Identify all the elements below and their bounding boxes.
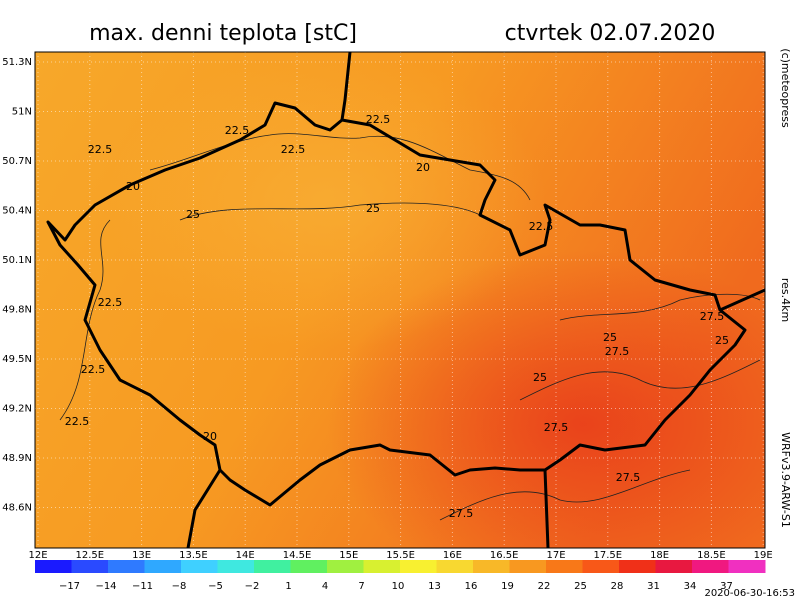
colorbar-label: 16 [465,581,478,592]
lat-label: 48.6N [2,503,32,514]
lon-label: 12E [28,550,47,561]
colorbar-swatch [217,560,255,573]
contour-label: 25 [533,371,547,384]
colorbar-label: 10 [392,581,405,592]
lon-label: 16E [443,550,462,561]
lon-label: 12.5E [76,550,105,561]
colorbar-label: 31 [647,581,660,592]
lat-label: 49.8N [2,305,32,316]
contour-label: 25 [715,334,729,347]
colorbar-label: −11 [132,581,153,592]
contour-label: 27.5 [449,507,474,520]
contour-label: 22.5 [65,415,90,428]
map-frame [34,51,766,549]
contour-label: 22.5 [88,143,113,156]
colorbar-swatch [582,560,620,573]
colorbar-swatch [144,560,182,573]
colorbar-label: 37 [720,581,733,592]
colorbar-label: 1 [285,581,291,592]
contour-label: 22.5 [529,220,554,233]
lon-label: 19E [754,550,773,561]
lon-label: 14E [236,550,255,561]
lon-label: 17.5E [594,550,623,561]
colorbar: −17 −14 −11 −8 −5 −2 1 4 7 10 13 16 19 22 25 28 31 34 37 [35,560,766,592]
contours [59,133,761,521]
lat-label: 50.4N [2,206,32,217]
colorbar-swatch [619,560,656,573]
copyright: (c)meteopress [779,48,792,128]
colorbar-label: 19 [501,581,514,592]
cool-area [35,52,765,548]
contour-label: 27.5 [605,345,630,358]
lon-label: 18.5E [697,550,726,561]
colorbar-swatch [363,560,401,573]
colorbar-label: −8 [172,581,187,592]
lat-label: 49.5N [2,354,32,365]
contour-label: 22.5 [81,363,106,376]
colorbar-label: 22 [538,581,551,592]
colorbar-swatch [546,560,583,573]
model: WRFv3.9-ARW-S1 [779,432,792,528]
colorbar-label: −17 [59,581,80,592]
colorbar-swatch [509,560,547,573]
contour-label: 20 [203,430,217,443]
colorbar-swatch [655,560,693,573]
colorbar-label: 4 [322,581,328,592]
lon-label: 13E [132,550,151,561]
date: ctvrtek 02.07.2020 [505,21,716,46]
contour-label: 25 [603,331,617,344]
contour-label: 20 [416,161,430,174]
colorbar-swatch [108,560,145,573]
contour-label: 25 [186,208,200,221]
colorbar-label: 7 [358,581,364,592]
contour-label: 25 [366,202,380,215]
colorbar-swatch [71,560,109,573]
colorbar-swatch [327,560,364,573]
lat-label: 51N [12,107,32,118]
contour-label: 27.5 [616,471,641,484]
lon-label: 16.5E [490,550,519,561]
colorbar-swatch [35,560,72,573]
contour-label: 27.5 [700,310,725,323]
resolution: res.4km [779,278,792,322]
contour-label: 22.5 [366,113,391,126]
colorbar-label: 34 [684,581,697,592]
colorbar-label: 13 [428,581,441,592]
colorbar-swatch [254,560,291,573]
lon-label: 15.5E [386,550,415,561]
title: max. denni teplota [stC] [89,21,357,46]
contour-label: 22.5 [98,296,123,309]
lat-label: 50.7N [2,156,32,167]
contour-label: 20 [126,180,140,193]
lat-label: 50.1N [2,255,32,266]
lat-label: 49.2N [2,404,32,415]
lon-label: 15E [339,550,358,561]
colorbar-label: −2 [245,581,260,592]
lon-label: 14.5E [283,550,312,561]
contour-label: 27.5 [544,421,569,434]
colorbar-swatch [436,560,474,573]
colorbar-swatch [290,560,328,573]
labels: 51.3N 51N 50.7N 50.4N 50.1N 49.8N 49.5N 49.2N 48… [2,57,772,561]
border [46,51,766,549]
lon-label: 18E [650,550,669,561]
colorbar-label: −5 [208,581,223,592]
lat-label: 51.3N [2,57,32,68]
colorbar-swatch [181,560,218,573]
lon-label: 17E [546,550,565,561]
colorbar-swatch [692,560,729,573]
lat-label: 48.9N [2,453,32,464]
colorbar-label: 25 [574,581,587,592]
colorbar-label: −14 [95,581,116,592]
lon-label: 13.5E [179,550,208,561]
colorbar-swatch [728,560,766,573]
colorbar-label: 28 [611,581,624,592]
contour-label: 22.5 [281,143,306,156]
colorbar-swatch [400,560,437,573]
timestamp: 2020-06-30-16:53 [704,588,795,599]
colorbar-swatch [473,560,510,573]
contour-label: 22.5 [225,124,250,137]
